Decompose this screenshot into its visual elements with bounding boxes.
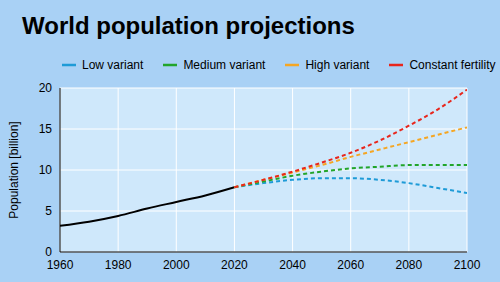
svg-text:2020: 2020 (221, 258, 248, 272)
html-text:High variant: High variant (305, 58, 370, 72)
svg-text:5: 5 (45, 204, 52, 218)
html-text:Constant fertility: Constant fertility (409, 58, 496, 72)
svg-text:15: 15 (39, 122, 53, 136)
svg-text:0: 0 (45, 245, 52, 259)
svg-text:1960: 1960 (47, 258, 74, 272)
svg-text:2060: 2060 (337, 258, 364, 272)
svg-text:2000: 2000 (163, 258, 190, 272)
html-text:World population projections: World population projections (22, 12, 355, 39)
svg-text:2080: 2080 (396, 258, 423, 272)
svg-text:Population [billion]: Population [billion] (8, 121, 21, 218)
svg-text:2100: 2100 (454, 258, 481, 272)
svg-text:10: 10 (39, 163, 53, 177)
html-text:Low variant: Low variant (82, 58, 144, 72)
svg-text:20: 20 (39, 81, 53, 95)
html-text:Medium variant: Medium variant (183, 58, 266, 72)
svg-text:1980: 1980 (105, 258, 132, 272)
svg-text:2040: 2040 (279, 258, 306, 272)
